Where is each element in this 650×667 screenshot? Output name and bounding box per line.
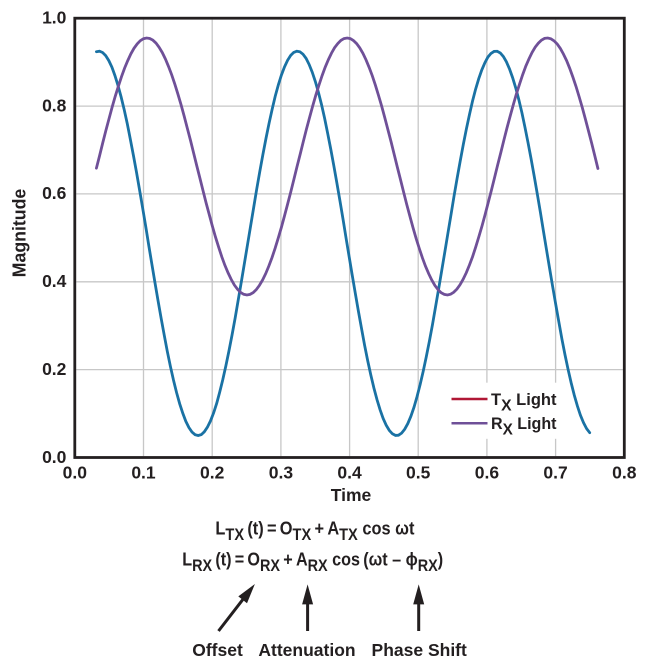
svg-text:Attenuation: Attenuation <box>258 640 355 660</box>
svg-text:Time: Time <box>331 485 372 505</box>
svg-text:0.6: 0.6 <box>475 463 500 483</box>
svg-text:0.7: 0.7 <box>543 463 567 483</box>
svg-text:Phase Shift: Phase Shift <box>372 640 467 660</box>
svg-text:0.1: 0.1 <box>131 463 156 483</box>
svg-text:RX Light: RX Light <box>491 415 557 438</box>
svg-text:0.5: 0.5 <box>406 463 431 483</box>
svg-text:Magnitude: Magnitude <box>9 189 30 278</box>
svg-text:0.3: 0.3 <box>269 463 294 483</box>
svg-text:0.0: 0.0 <box>63 463 88 483</box>
svg-text:0.8: 0.8 <box>42 95 67 115</box>
svg-text:0.0: 0.0 <box>42 447 67 467</box>
svg-text:0.6: 0.6 <box>42 183 67 203</box>
svg-text:0.8: 0.8 <box>612 463 637 483</box>
svg-text:TX Light: TX Light <box>491 391 557 414</box>
svg-text:0.2: 0.2 <box>42 359 67 379</box>
svg-text:0.2: 0.2 <box>200 463 225 483</box>
svg-text:0.4: 0.4 <box>337 463 362 483</box>
svg-text:Offset: Offset <box>192 640 243 660</box>
svg-text:0.4: 0.4 <box>42 271 67 291</box>
svg-text:1.0: 1.0 <box>42 8 67 28</box>
